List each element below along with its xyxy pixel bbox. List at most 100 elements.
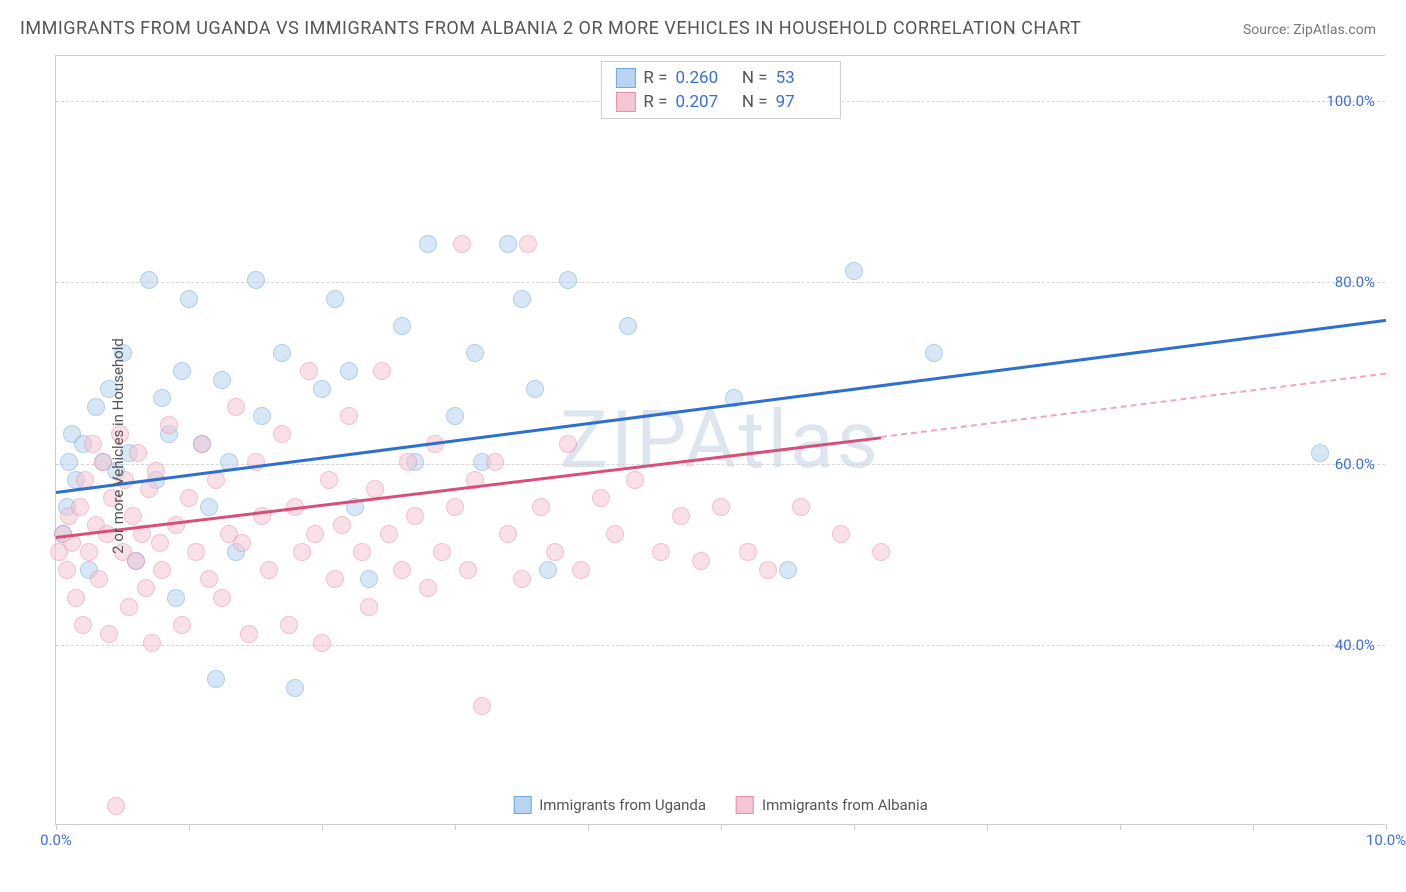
scatter-point [672, 507, 690, 525]
scatter-point [306, 525, 324, 543]
bottom-legend: Immigrants from UgandaImmigrants from Al… [513, 796, 928, 814]
scatter-point [519, 235, 537, 253]
scatter-point [619, 317, 637, 335]
scatter-point [446, 407, 464, 425]
scatter-point [872, 543, 890, 561]
y-tick-label: 80.0% [1335, 273, 1375, 291]
scatter-point [84, 435, 102, 453]
x-tick [1253, 824, 1254, 830]
scatter-point [227, 398, 245, 416]
y-tick-label: 60.0% [1335, 455, 1375, 473]
scatter-point [692, 552, 710, 570]
scatter-point [233, 534, 251, 552]
scatter-point [486, 453, 504, 471]
scatter-point [739, 543, 757, 561]
source-label: Source: ZipAtlas.com [1243, 22, 1376, 38]
trend-line [56, 436, 881, 539]
scatter-point [71, 498, 89, 516]
x-tick [588, 824, 589, 830]
scatter-point [459, 561, 477, 579]
legend-swatch [513, 796, 531, 814]
stat-r-value: 0.260 [675, 68, 725, 88]
scatter-point [779, 561, 797, 579]
scatter-point [200, 498, 218, 516]
stat-r-label: R = [643, 68, 667, 88]
scatter-point [559, 271, 577, 289]
scatter-point [160, 416, 178, 434]
scatter-point [60, 453, 78, 471]
scatter-point [606, 525, 624, 543]
x-tick [56, 824, 57, 830]
x-tick [854, 824, 855, 830]
y-tick-label: 100.0% [1326, 92, 1375, 110]
scatter-point [87, 398, 105, 416]
scatter-point [373, 362, 391, 380]
scatter-point [153, 389, 171, 407]
x-tick-label: 10.0% [1366, 831, 1406, 849]
scatter-point [273, 344, 291, 362]
scatter-point [532, 498, 550, 516]
scatter-point [433, 543, 451, 561]
scatter-point [499, 525, 517, 543]
scatter-point [74, 616, 92, 634]
scatter-point [90, 570, 108, 588]
legend-item: Immigrants from Uganda [513, 796, 706, 814]
scatter-point [572, 561, 590, 579]
scatter-point [466, 344, 484, 362]
scatter-point [127, 552, 145, 570]
scatter-point [845, 262, 863, 280]
scatter-point [173, 362, 191, 380]
scatter-point [832, 525, 850, 543]
scatter-point [759, 561, 777, 579]
legend-swatch [615, 68, 635, 88]
scatter-point [280, 616, 298, 634]
scatter-point [419, 235, 437, 253]
scatter-point [513, 290, 531, 308]
scatter-point [712, 498, 730, 516]
x-tick [721, 824, 722, 830]
gridline [56, 645, 1385, 646]
scatter-point [333, 516, 351, 534]
scatter-point [300, 362, 318, 380]
scatter-point [652, 543, 670, 561]
scatter-point [393, 317, 411, 335]
scatter-point [626, 471, 644, 489]
y-axis-label: 2 or more Vehicles in Household [109, 338, 127, 554]
scatter-point [513, 570, 531, 588]
x-tick [322, 824, 323, 830]
scatter-point [58, 561, 76, 579]
scatter-point [419, 579, 437, 597]
x-tick [1386, 824, 1387, 830]
stats-legend-box: R = 0.260 N = 53R = 0.207 N = 97 [600, 61, 840, 119]
stat-legend-row: R = 0.260 N = 53 [615, 66, 825, 90]
scatter-point [67, 589, 85, 607]
scatter-point [353, 543, 371, 561]
scatter-point [213, 589, 231, 607]
scatter-point [559, 435, 577, 453]
legend-swatch [615, 92, 635, 112]
scatter-point [326, 290, 344, 308]
scatter-point [173, 616, 191, 634]
scatter-point [187, 543, 205, 561]
scatter-point [247, 271, 265, 289]
scatter-point [167, 589, 185, 607]
x-tick [987, 824, 988, 830]
scatter-point [137, 579, 155, 597]
scatter-point [792, 498, 810, 516]
scatter-point [120, 598, 138, 616]
scatter-point [360, 570, 378, 588]
x-tick [1120, 824, 1121, 830]
scatter-point [326, 570, 344, 588]
scatter-point [340, 362, 358, 380]
legend-label: Immigrants from Uganda [539, 796, 706, 814]
y-tick-label: 40.0% [1335, 636, 1375, 654]
x-tick [455, 824, 456, 830]
stat-r-label: R = [643, 92, 667, 112]
scatter-point [925, 344, 943, 362]
scatter-point [539, 561, 557, 579]
scatter-point [293, 543, 311, 561]
scatter-point [592, 489, 610, 507]
x-tick-label: 0.0% [40, 831, 72, 849]
scatter-point [100, 625, 118, 643]
scatter-point [213, 371, 231, 389]
